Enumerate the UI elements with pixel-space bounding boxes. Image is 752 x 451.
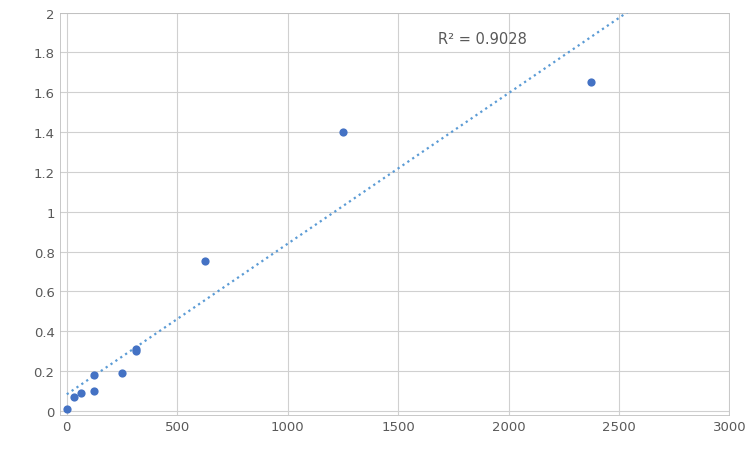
Point [89,372,101,379]
Point [116,369,128,377]
Point [74,390,86,397]
Point [130,346,142,353]
Point [68,393,80,400]
Point [585,79,597,87]
Point [61,405,73,413]
Text: R² = 0.9028: R² = 0.9028 [438,32,526,47]
Point [130,348,142,355]
Point [89,387,101,395]
Point [337,129,349,136]
Point [199,258,211,266]
